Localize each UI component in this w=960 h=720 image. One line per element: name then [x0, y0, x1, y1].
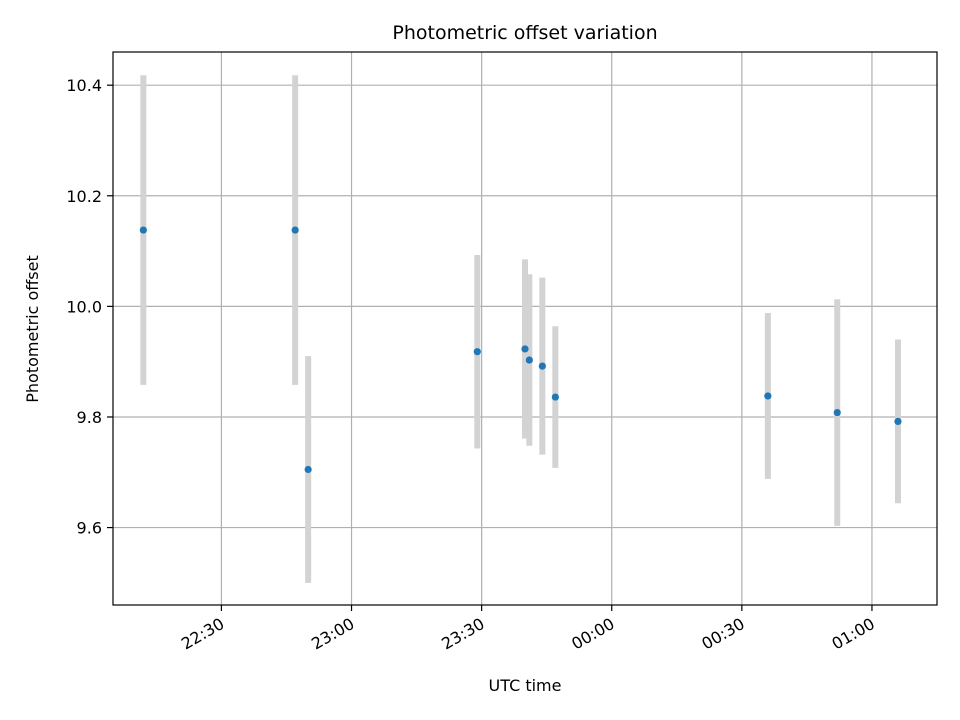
y-tick-label: 9.8 [77, 408, 102, 427]
data-point [764, 392, 772, 400]
data-point [139, 226, 147, 234]
grid [113, 52, 937, 605]
y-axis-label: Photometric offset [23, 255, 42, 403]
data-point [894, 417, 902, 426]
y-tick-label: 9.6 [77, 519, 102, 538]
y-tick-label: 10.0 [66, 297, 102, 316]
y-tick-label: 10.4 [66, 76, 102, 95]
data-point [473, 348, 481, 356]
chart-title: Photometric offset variation [392, 22, 657, 44]
data-point [551, 393, 559, 401]
x-axis-label: UTC time [489, 676, 562, 695]
plot-frame [112, 51, 938, 606]
data-point [304, 465, 312, 474]
data-point [291, 226, 299, 234]
data-point [525, 356, 533, 364]
data-point [538, 362, 546, 370]
data-points [139, 226, 902, 474]
data-point [521, 345, 529, 353]
data-point [833, 408, 841, 417]
y-tick-label: 10.2 [66, 187, 102, 206]
